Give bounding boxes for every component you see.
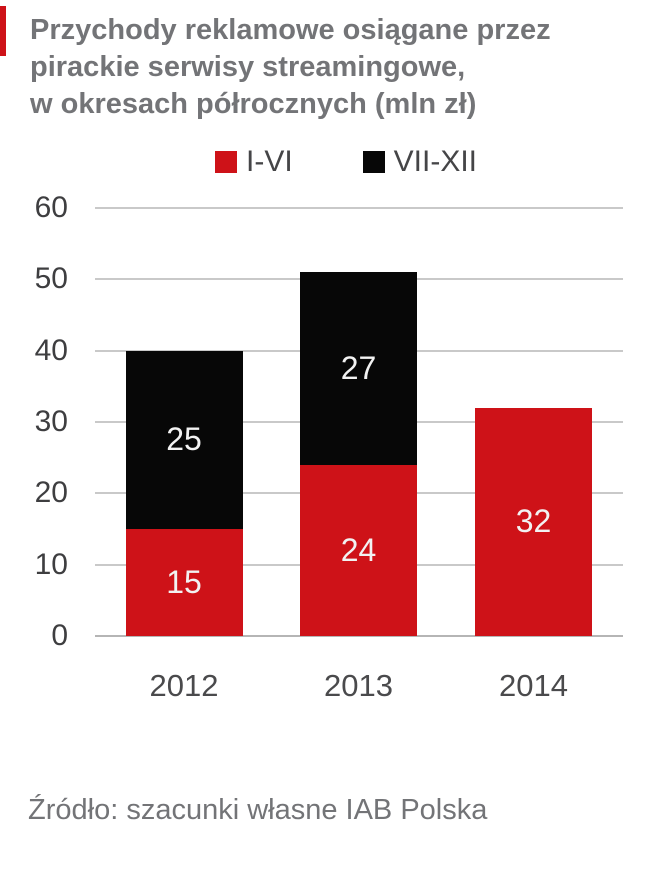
chart-title-line-1: Przychody reklamowe osiągane przez xyxy=(30,14,551,46)
chart-title-line-2: pirackie serwisy streamingowe, xyxy=(30,51,466,83)
legend-swatch-black xyxy=(362,151,385,173)
legend-item-second-half: VII-XII xyxy=(362,145,478,178)
y-axis-tick-label: 0 xyxy=(51,619,68,652)
x-axis-tick-label: 2012 xyxy=(149,668,219,703)
y-axis-tick-label: 50 xyxy=(34,262,68,296)
bar-segment-2014-I-VI: 32 xyxy=(475,407,592,636)
legend-label-second-half: VII-XII xyxy=(393,145,478,178)
bar-segment-2013-I-VI: 24 xyxy=(300,464,417,636)
y-axis-tick-label: 60 xyxy=(34,191,68,224)
source-note: Źródło: szacunki własne IAB Polska xyxy=(28,794,488,826)
legend-item-first-half: I-VI xyxy=(215,145,293,178)
bar-value-label: 15 xyxy=(166,564,202,600)
red-accent-stripe xyxy=(0,6,6,56)
bar-segment-2012-I-VI: 15 xyxy=(125,529,243,636)
chart-title-line-3: w okresach półrocznych (mln zł) xyxy=(30,88,477,120)
bar-value-label: 24 xyxy=(340,531,377,568)
chart-title: Przychody reklamowe osiągane przez pirac… xyxy=(30,12,551,123)
bar-value-label: 27 xyxy=(340,349,377,386)
legend-label-first-half: I-VI xyxy=(246,145,293,178)
bar-segment-2013-VII-XII: 27 xyxy=(300,272,417,465)
chart-legend: I-VI VII-XII xyxy=(215,145,478,178)
y-axis-tick-label: 30 xyxy=(34,405,68,438)
gridline xyxy=(95,207,623,209)
bar-segment-2012-VII-XII: 25 xyxy=(125,350,243,529)
x-axis-tick-label: 2014 xyxy=(499,668,568,703)
x-axis-line xyxy=(95,635,623,637)
y-axis-tick-label: 40 xyxy=(34,333,68,367)
bar-value-label: 25 xyxy=(166,421,202,458)
y-axis-tick-label: 20 xyxy=(34,476,68,510)
x-axis-tick-label: 2013 xyxy=(324,668,393,703)
y-axis-tick-label: 10 xyxy=(34,547,68,581)
legend-swatch-red xyxy=(215,151,237,173)
bar-value-label: 32 xyxy=(515,503,552,540)
